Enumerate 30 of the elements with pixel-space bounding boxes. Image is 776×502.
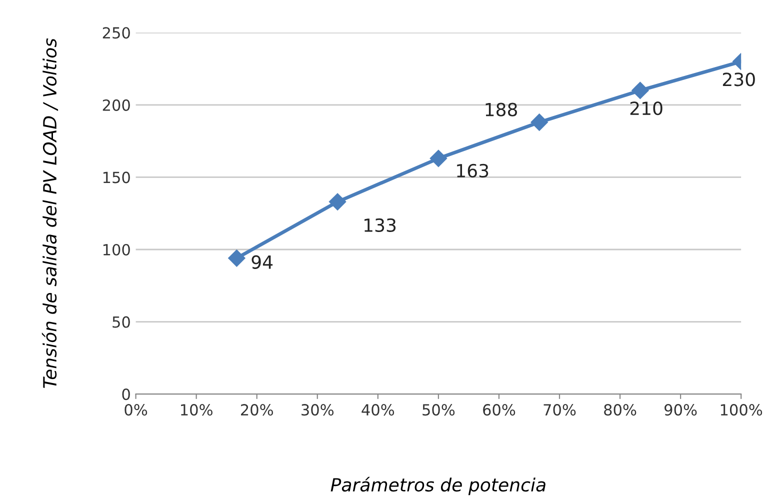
- x-axis-title: Parámetros de potencia: [330, 476, 546, 496]
- y-tick-label: 100: [103, 244, 130, 256]
- data-label: 163: [457, 164, 488, 178]
- point: [228, 250, 246, 267]
- x-tick-label: 80%: [604, 404, 636, 416]
- point: [430, 150, 447, 167]
- x-tick-label: 40%: [362, 404, 394, 416]
- x-tick-label: 0%: [124, 404, 148, 416]
- x-tick-label: 10%: [181, 404, 212, 416]
- point: [328, 193, 346, 210]
- point: [530, 114, 548, 131]
- data-label: 94: [252, 255, 273, 269]
- x-tick-label: 100%: [720, 404, 762, 416]
- data-label: 230: [722, 72, 755, 86]
- y-axis-title: Tensión de salida del PV LOAD / Voltios: [42, 38, 58, 388]
- y-tick-label: 150: [103, 172, 130, 184]
- x-tick-label: 50%: [422, 404, 455, 416]
- y-tick-label: 0: [122, 388, 130, 400]
- x-tick-label: 90%: [664, 404, 697, 416]
- y-tick-label: 200: [102, 99, 130, 111]
- y-tick-label: 250: [102, 27, 130, 39]
- data-label: 210: [630, 101, 662, 116]
- x-tick-label: 60%: [483, 404, 516, 416]
- data-label: 188: [486, 102, 518, 116]
- y-tick-label: 50: [112, 316, 130, 328]
- point: [632, 82, 649, 100]
- data-label: 133: [364, 218, 396, 232]
- x-tick-label: 30%: [302, 404, 334, 416]
- x-tick-label: 70%: [544, 404, 576, 416]
- x-tick-label: 20%: [240, 404, 273, 416]
